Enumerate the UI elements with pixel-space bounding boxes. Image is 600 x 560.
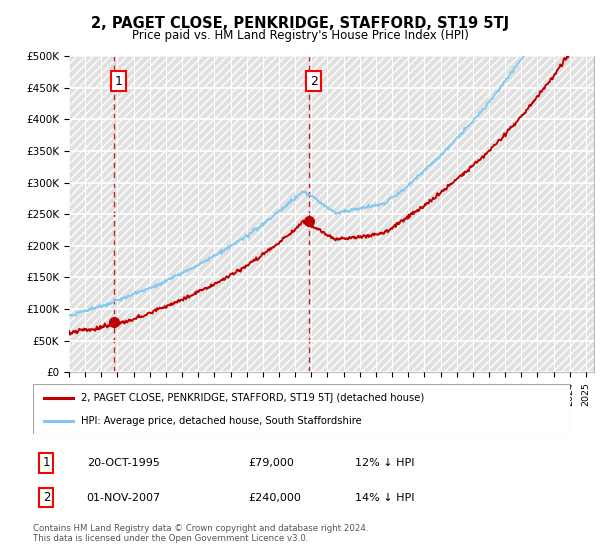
Text: 12% ↓ HPI: 12% ↓ HPI bbox=[355, 458, 415, 468]
Text: 01-NOV-2007: 01-NOV-2007 bbox=[87, 493, 161, 502]
Text: 1: 1 bbox=[43, 456, 50, 469]
Text: £79,000: £79,000 bbox=[248, 458, 293, 468]
Text: 2: 2 bbox=[43, 491, 50, 504]
Text: 2: 2 bbox=[310, 75, 317, 88]
Text: 2, PAGET CLOSE, PENKRIDGE, STAFFORD, ST19 5TJ: 2, PAGET CLOSE, PENKRIDGE, STAFFORD, ST1… bbox=[91, 16, 509, 31]
Text: 2, PAGET CLOSE, PENKRIDGE, STAFFORD, ST19 5TJ (detached house): 2, PAGET CLOSE, PENKRIDGE, STAFFORD, ST1… bbox=[82, 393, 425, 403]
Text: £240,000: £240,000 bbox=[248, 493, 301, 502]
Text: HPI: Average price, detached house, South Staffordshire: HPI: Average price, detached house, Sout… bbox=[82, 417, 362, 426]
Text: 14% ↓ HPI: 14% ↓ HPI bbox=[355, 493, 415, 502]
Text: 20-OCT-1995: 20-OCT-1995 bbox=[87, 458, 160, 468]
Text: Price paid vs. HM Land Registry's House Price Index (HPI): Price paid vs. HM Land Registry's House … bbox=[131, 29, 469, 42]
Text: Contains HM Land Registry data © Crown copyright and database right 2024.
This d: Contains HM Land Registry data © Crown c… bbox=[33, 524, 368, 543]
FancyBboxPatch shape bbox=[33, 384, 570, 434]
Text: 1: 1 bbox=[115, 75, 123, 88]
